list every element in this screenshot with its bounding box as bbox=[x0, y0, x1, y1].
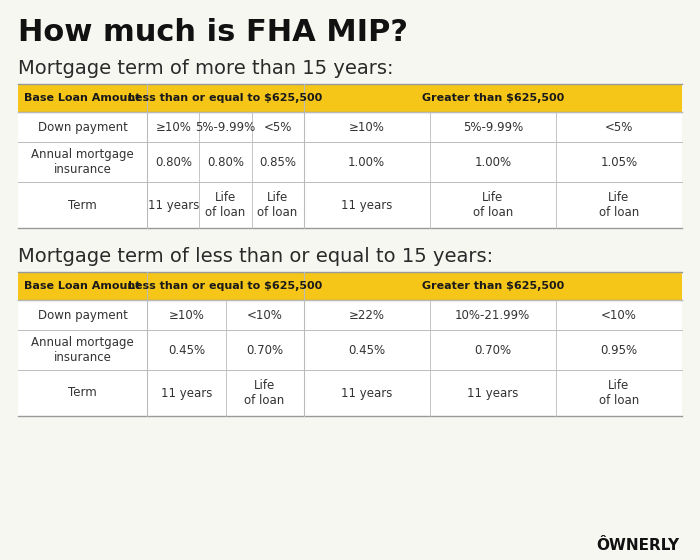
Text: Term: Term bbox=[69, 198, 97, 212]
Bar bbox=[18, 330, 682, 370]
Text: 11 years: 11 years bbox=[341, 386, 392, 399]
Text: 11 years: 11 years bbox=[467, 386, 519, 399]
Text: <10%: <10% bbox=[246, 309, 282, 321]
Text: Life
of loan: Life of loan bbox=[473, 191, 513, 219]
Text: Down payment: Down payment bbox=[38, 309, 127, 321]
Text: 5%-9.99%: 5%-9.99% bbox=[195, 120, 256, 133]
Text: 0.85%: 0.85% bbox=[259, 156, 296, 169]
Text: 11 years: 11 years bbox=[161, 386, 212, 399]
Text: 1.00%: 1.00% bbox=[348, 156, 385, 169]
Text: Mortgage term of less than or equal to 15 years:: Mortgage term of less than or equal to 1… bbox=[18, 246, 493, 265]
Text: Less than or equal to $625,500: Less than or equal to $625,500 bbox=[128, 281, 323, 291]
Text: <10%: <10% bbox=[601, 309, 637, 321]
Text: ≥10%: ≥10% bbox=[155, 120, 191, 133]
Text: ÔWNERLY: ÔWNERLY bbox=[596, 538, 680, 553]
Bar bbox=[18, 300, 682, 330]
Text: 11 years: 11 years bbox=[148, 198, 199, 212]
Text: 0.45%: 0.45% bbox=[348, 343, 385, 357]
Text: Life
of loan: Life of loan bbox=[244, 379, 285, 407]
Text: Annual mortgage
insurance: Annual mortgage insurance bbox=[32, 148, 134, 176]
Text: 10%-21.99%: 10%-21.99% bbox=[455, 309, 531, 321]
Bar bbox=[18, 112, 682, 142]
Text: Down payment: Down payment bbox=[38, 120, 127, 133]
Bar bbox=[18, 182, 682, 228]
Text: Base Loan Amount: Base Loan Amount bbox=[25, 281, 141, 291]
Text: <5%: <5% bbox=[263, 120, 292, 133]
Text: Life
of loan: Life of loan bbox=[258, 191, 298, 219]
Text: Less than or equal to $625,500: Less than or equal to $625,500 bbox=[128, 93, 323, 103]
Text: ≥10%: ≥10% bbox=[169, 309, 204, 321]
Text: Life
of loan: Life of loan bbox=[598, 379, 639, 407]
Text: 0.70%: 0.70% bbox=[246, 343, 283, 357]
Text: How much is FHA MIP?: How much is FHA MIP? bbox=[18, 17, 408, 46]
Text: Life
of loan: Life of loan bbox=[598, 191, 639, 219]
Text: 0.95%: 0.95% bbox=[601, 343, 638, 357]
Text: Base Loan Amount: Base Loan Amount bbox=[25, 93, 141, 103]
Text: 5%-9.99%: 5%-9.99% bbox=[463, 120, 523, 133]
Text: 0.80%: 0.80% bbox=[155, 156, 192, 169]
Text: Mortgage term of more than 15 years:: Mortgage term of more than 15 years: bbox=[18, 58, 393, 77]
Text: 0.70%: 0.70% bbox=[474, 343, 511, 357]
Bar bbox=[18, 142, 682, 182]
Text: 1.00%: 1.00% bbox=[474, 156, 511, 169]
Bar bbox=[18, 272, 682, 300]
Text: <5%: <5% bbox=[605, 120, 633, 133]
Text: 0.80%: 0.80% bbox=[207, 156, 244, 169]
Text: ≥10%: ≥10% bbox=[349, 120, 384, 133]
Text: Annual mortgage
insurance: Annual mortgage insurance bbox=[32, 336, 134, 364]
Text: 0.45%: 0.45% bbox=[168, 343, 205, 357]
Text: 11 years: 11 years bbox=[341, 198, 392, 212]
Text: Greater than $625,500: Greater than $625,500 bbox=[421, 93, 564, 103]
Bar bbox=[18, 370, 682, 416]
Text: Life
of loan: Life of loan bbox=[205, 191, 246, 219]
Text: 1.05%: 1.05% bbox=[601, 156, 638, 169]
Text: ≥22%: ≥22% bbox=[349, 309, 384, 321]
Text: Term: Term bbox=[69, 386, 97, 399]
Bar bbox=[18, 84, 682, 112]
Text: Greater than $625,500: Greater than $625,500 bbox=[421, 281, 564, 291]
